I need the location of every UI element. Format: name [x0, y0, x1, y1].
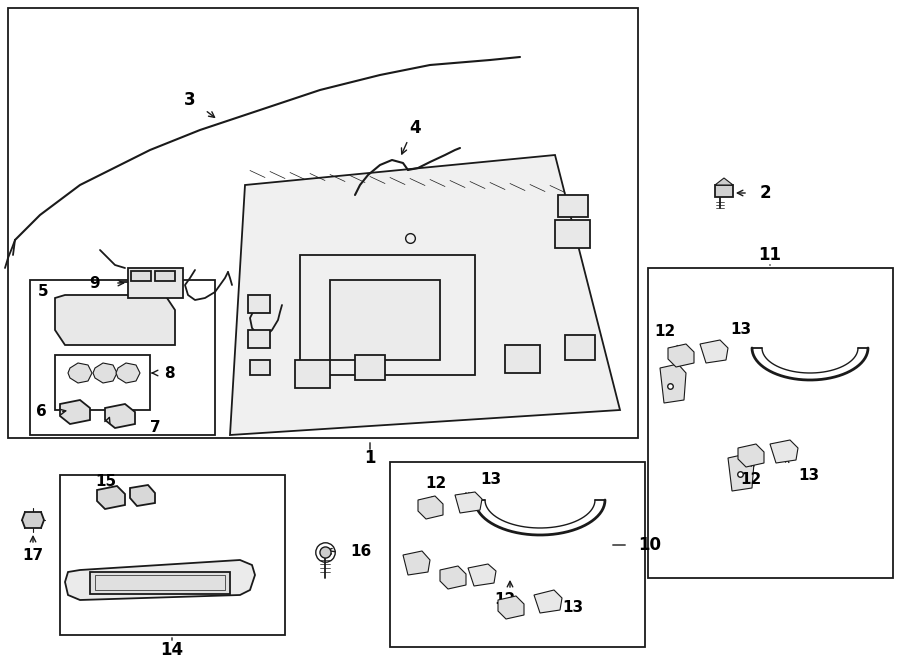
- Polygon shape: [418, 496, 443, 519]
- Bar: [648, 268, 893, 578]
- Bar: [555, 220, 590, 248]
- Text: 3: 3: [184, 91, 196, 109]
- Polygon shape: [440, 566, 466, 589]
- Polygon shape: [738, 444, 764, 467]
- Text: 10: 10: [638, 536, 661, 554]
- Bar: [30, 280, 215, 435]
- Bar: [95, 575, 225, 590]
- Polygon shape: [468, 564, 496, 586]
- Bar: [55, 355, 150, 410]
- Bar: [330, 280, 440, 360]
- Text: 9: 9: [89, 276, 100, 290]
- Polygon shape: [93, 363, 117, 383]
- Polygon shape: [230, 155, 620, 435]
- Text: 12: 12: [426, 477, 446, 492]
- Bar: [155, 271, 175, 281]
- Bar: [248, 295, 270, 313]
- Text: 2: 2: [760, 184, 771, 202]
- Polygon shape: [668, 344, 694, 367]
- Text: 15: 15: [95, 475, 116, 490]
- Polygon shape: [65, 560, 255, 600]
- Text: 6: 6: [36, 405, 47, 420]
- Bar: [390, 462, 645, 647]
- Text: 12: 12: [494, 592, 516, 607]
- Polygon shape: [715, 178, 733, 185]
- Text: 13: 13: [562, 600, 583, 615]
- Polygon shape: [498, 596, 524, 619]
- Polygon shape: [660, 364, 686, 403]
- Polygon shape: [700, 340, 728, 363]
- Polygon shape: [105, 404, 135, 428]
- Text: 8: 8: [164, 366, 175, 381]
- Bar: [715, 185, 733, 197]
- Text: 13: 13: [480, 473, 501, 488]
- Polygon shape: [455, 492, 482, 513]
- Bar: [505, 345, 540, 373]
- Text: 12: 12: [741, 473, 761, 488]
- Text: 5: 5: [38, 284, 49, 299]
- Text: 13: 13: [730, 323, 752, 338]
- Text: 17: 17: [22, 549, 43, 563]
- Bar: [131, 271, 151, 281]
- Polygon shape: [60, 400, 90, 424]
- Bar: [60, 475, 285, 635]
- Text: 7: 7: [150, 420, 160, 436]
- Bar: [355, 355, 385, 380]
- Bar: [250, 360, 270, 375]
- Polygon shape: [68, 363, 92, 383]
- Text: 4: 4: [410, 119, 421, 137]
- Polygon shape: [770, 440, 798, 463]
- Polygon shape: [55, 295, 175, 345]
- Bar: [90, 572, 230, 594]
- Text: 1: 1: [364, 449, 376, 467]
- Bar: [8, 8, 638, 438]
- Bar: [300, 255, 475, 375]
- Polygon shape: [728, 454, 754, 491]
- Bar: [565, 335, 595, 360]
- Polygon shape: [534, 590, 562, 613]
- Bar: [128, 268, 183, 298]
- Text: 11: 11: [759, 246, 781, 264]
- Bar: [558, 195, 588, 217]
- Polygon shape: [403, 551, 430, 575]
- Text: 14: 14: [160, 641, 184, 659]
- Text: 13: 13: [798, 467, 819, 483]
- Bar: [248, 330, 270, 348]
- Bar: [295, 360, 330, 388]
- Polygon shape: [116, 363, 140, 383]
- Polygon shape: [130, 485, 155, 506]
- Text: 12: 12: [654, 325, 676, 340]
- Text: 16: 16: [350, 545, 371, 559]
- Polygon shape: [22, 512, 44, 528]
- Polygon shape: [97, 486, 125, 509]
